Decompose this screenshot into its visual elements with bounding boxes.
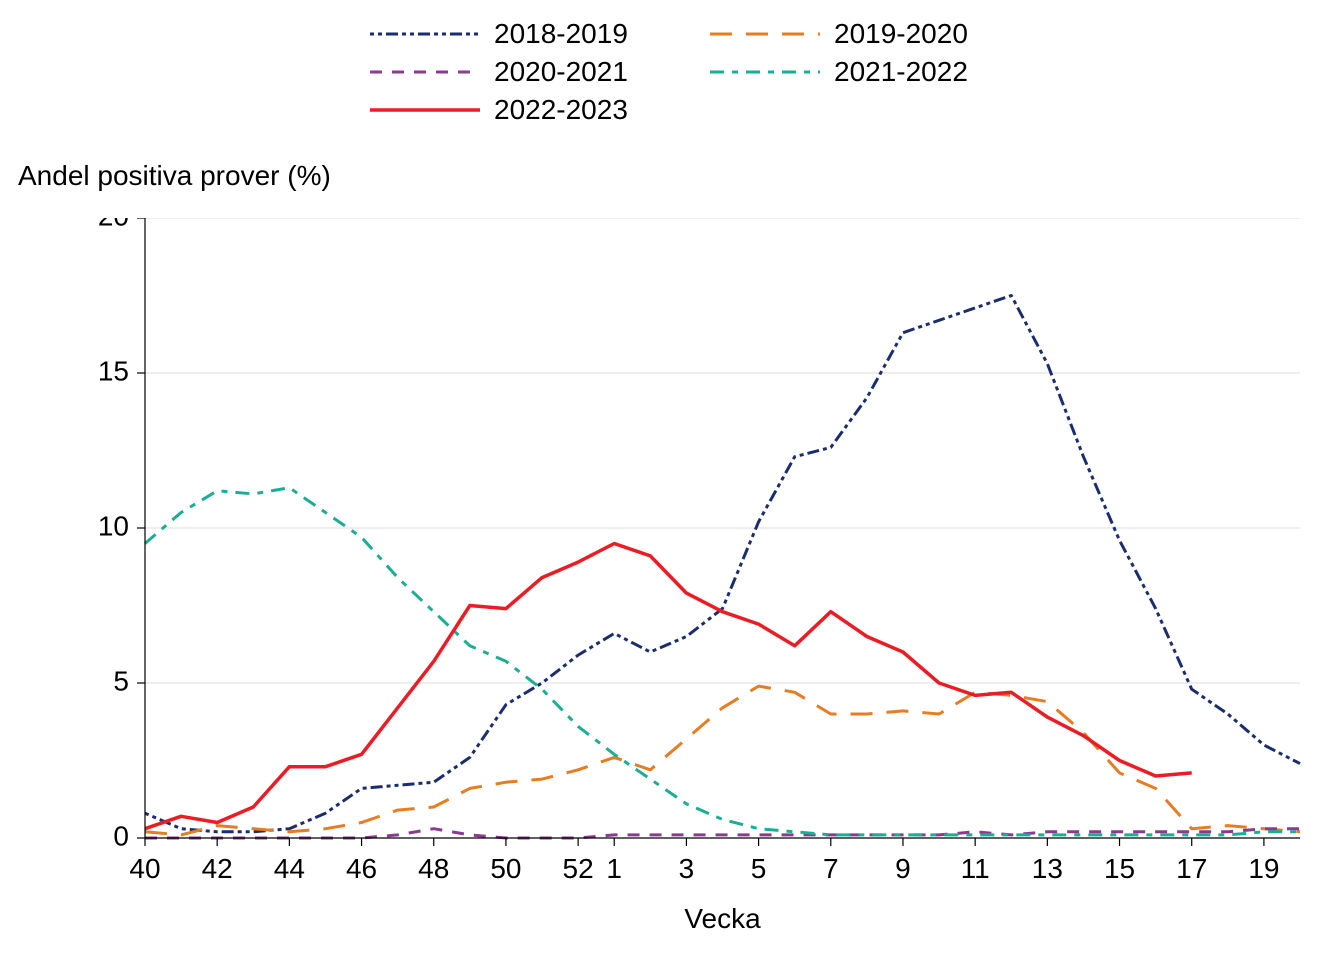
svg-text:13: 13: [1032, 853, 1063, 884]
svg-text:5: 5: [113, 665, 129, 696]
svg-text:3: 3: [679, 853, 695, 884]
svg-text:50: 50: [490, 853, 521, 884]
svg-text:46: 46: [346, 853, 377, 884]
svg-text:44: 44: [274, 853, 305, 884]
y-axis-title: Andel positiva prover (%): [18, 160, 331, 192]
svg-text:52: 52: [563, 853, 594, 884]
legend-label: 2021-2022: [834, 56, 968, 88]
svg-text:40: 40: [129, 853, 160, 884]
line-chart: 0510152040424446485052135791113151719Vec…: [60, 218, 1330, 948]
svg-text:20: 20: [98, 218, 129, 231]
svg-text:5: 5: [751, 853, 767, 884]
legend: 2018-2019 2019-2020 2020-2021 2021-2022 …: [370, 18, 1050, 132]
legend-item-2020-2021: 2020-2021: [370, 56, 710, 88]
legend-item-2021-2022: 2021-2022: [710, 56, 1050, 88]
svg-text:10: 10: [98, 510, 129, 541]
series-2021-2022: [145, 488, 1300, 835]
line-swatch-icon: [370, 96, 480, 124]
svg-text:15: 15: [98, 355, 129, 386]
svg-text:42: 42: [202, 853, 233, 884]
line-swatch-icon: [370, 20, 480, 48]
legend-item-2022-2023: 2022-2023: [370, 94, 710, 126]
chart-container: 2018-2019 2019-2020 2020-2021 2021-2022 …: [0, 0, 1331, 968]
legend-row-3: 2022-2023: [370, 94, 1050, 126]
series-2020-2021: [145, 829, 1300, 838]
svg-text:7: 7: [823, 853, 839, 884]
legend-label: 2019-2020: [834, 18, 968, 50]
legend-item-2018-2019: 2018-2019: [370, 18, 710, 50]
legend-row-1: 2018-2019 2019-2020: [370, 18, 1050, 50]
series-2018-2019: [145, 296, 1300, 832]
legend-label: 2018-2019: [494, 18, 628, 50]
series-2022-2023: [145, 544, 1192, 829]
svg-text:19: 19: [1248, 853, 1279, 884]
svg-text:48: 48: [418, 853, 449, 884]
legend-item-2019-2020: 2019-2020: [710, 18, 1050, 50]
line-swatch-icon: [710, 58, 820, 86]
series-2019-2020: [145, 686, 1300, 835]
x-axis-title: Vecka: [684, 903, 761, 934]
svg-text:9: 9: [895, 853, 911, 884]
svg-text:17: 17: [1176, 853, 1207, 884]
legend-row-2: 2020-2021 2021-2022: [370, 56, 1050, 88]
svg-text:11: 11: [961, 853, 990, 884]
line-swatch-icon: [710, 20, 820, 48]
legend-label: 2022-2023: [494, 94, 628, 126]
svg-text:0: 0: [113, 820, 129, 851]
svg-text:15: 15: [1104, 853, 1135, 884]
legend-label: 2020-2021: [494, 56, 628, 88]
line-swatch-icon: [370, 58, 480, 86]
svg-text:1: 1: [606, 853, 622, 884]
